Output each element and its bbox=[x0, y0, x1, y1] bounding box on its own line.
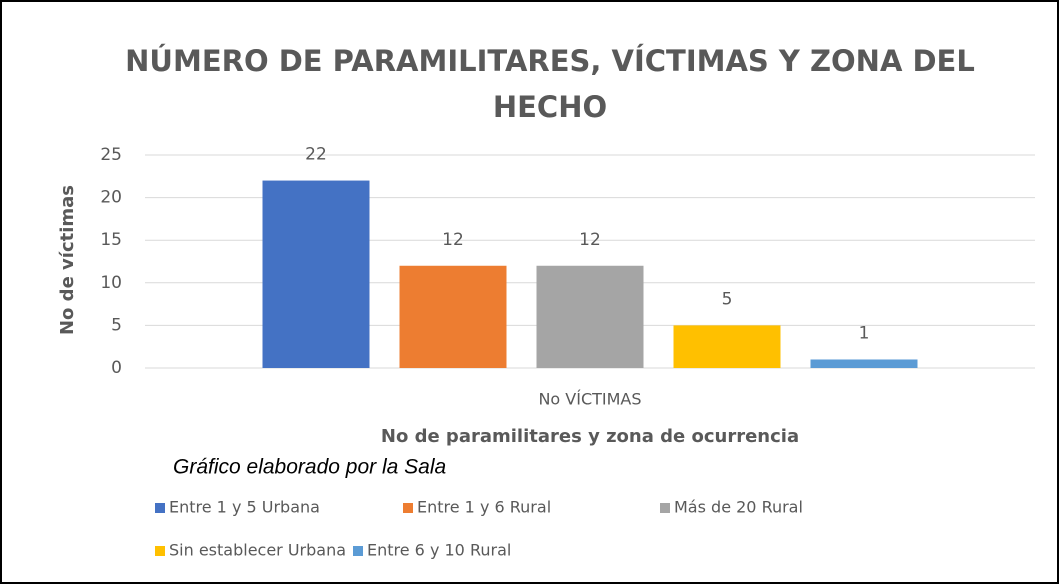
bar bbox=[673, 325, 781, 368]
y-tick-label: 5 bbox=[111, 315, 122, 335]
legend-label: Entre 1 y 5 Urbana bbox=[169, 498, 320, 517]
data-label: 5 bbox=[722, 289, 733, 309]
y-tick-label: 0 bbox=[111, 358, 122, 378]
legend-label: Entre 1 y 6 Rural bbox=[417, 498, 551, 517]
bar bbox=[399, 265, 507, 368]
legend-swatch bbox=[155, 503, 165, 513]
y-tick-label: 10 bbox=[100, 273, 122, 293]
legend-swatch bbox=[155, 546, 165, 556]
data-label: 22 bbox=[305, 145, 327, 165]
y-tick-label: 20 bbox=[100, 188, 122, 208]
legend-label: Más de 20 Rural bbox=[674, 498, 803, 517]
data-label: 12 bbox=[579, 230, 601, 250]
data-label: 12 bbox=[442, 230, 464, 250]
legend-label: Entre 6 y 10 Rural bbox=[367, 541, 511, 560]
y-tick-label: 15 bbox=[100, 230, 122, 250]
x-axis-title: No de paramilitares y zona de ocurrencia bbox=[381, 426, 799, 447]
chart-title: NÚMERO DE PARAMILITARES, VÍCTIMAS Y ZONA… bbox=[125, 44, 975, 124]
y-axis-title: No de víctimas bbox=[57, 185, 78, 335]
bar bbox=[810, 359, 918, 368]
legend-label: Sin establecer Urbana bbox=[169, 541, 346, 560]
bar bbox=[262, 180, 370, 368]
legend-swatch bbox=[353, 546, 363, 556]
bar bbox=[536, 265, 644, 368]
legend-swatch bbox=[403, 503, 413, 513]
legend-swatch bbox=[660, 503, 670, 513]
y-tick-label: 25 bbox=[100, 145, 122, 165]
annotation: Gráfico elaborado por la Sala bbox=[173, 456, 446, 479]
data-label: 1 bbox=[859, 323, 870, 343]
x-tick-label: No VÍCTIMAS bbox=[538, 390, 641, 409]
